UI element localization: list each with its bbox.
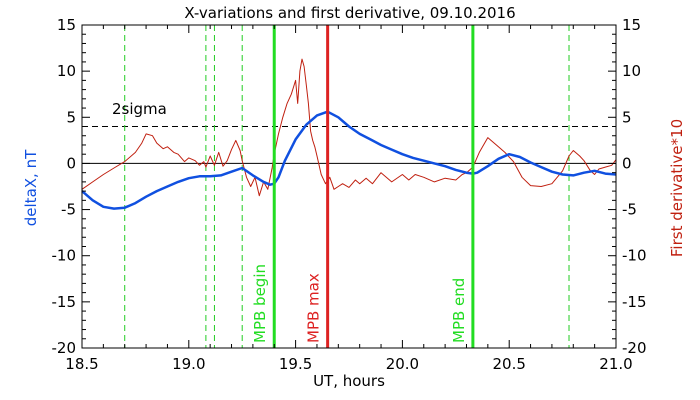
plot-frame (81, 24, 617, 349)
x-axis-title: UT, hours (313, 372, 385, 390)
x-tick-label: 19.0 (172, 355, 205, 373)
two-sigma-label: 2sigma (112, 100, 167, 118)
x-tick-label: 20.5 (492, 355, 525, 373)
axes: 18.5 19.0 19.5 20.0 20.5 21.0 15 15 10 10 5 5 0 0 -5 -5… (52, 16, 647, 373)
chart-title: X-variations and first derivative, 09.10… (184, 4, 515, 22)
series-line-deltax (81, 110, 617, 210)
series-layer (81, 58, 617, 210)
y-tick-label-right: 10 (622, 62, 641, 80)
x-tick-label: 20.0 (386, 355, 419, 373)
y-tick-label-left: 10 (57, 62, 76, 80)
y-tick-label-left: 15 (57, 16, 76, 34)
y-tick-label-right: -20 (622, 339, 647, 357)
x-tick-label: 18.5 (65, 355, 98, 373)
y-tick-label-right: 5 (622, 108, 632, 126)
y-tick-label-right: -5 (622, 201, 637, 219)
marker-label-mpb-max: MPB max (305, 273, 323, 343)
y-tick-label-right: -15 (622, 293, 647, 311)
y-tick-label-left: -15 (52, 293, 77, 311)
x-tick-label: 19.5 (279, 355, 312, 373)
markers-layer: MPB begin MPB max MPB end (251, 25, 475, 348)
y-tick-label-left: -10 (52, 247, 77, 265)
y-tick-label-right: 15 (622, 16, 641, 34)
y-axis-title-left: deltaX, nT (22, 149, 40, 226)
marker-label-mpb-end: MPB end (450, 278, 468, 343)
y-tick-label-left: 5 (66, 108, 76, 126)
y-tick-label-right: -10 (622, 247, 647, 265)
y-tick-label-left: -5 (61, 201, 76, 219)
y-tick-label-left: -20 (52, 339, 77, 357)
x-tick-label: 21.0 (599, 355, 632, 373)
marker-label-mpb-begin: MPB begin (251, 264, 269, 343)
y-axis-title-right: First derivative*10 (668, 119, 686, 257)
y-tick-label-right: 0 (622, 154, 632, 172)
y-tick-label-left: 0 (66, 154, 76, 172)
